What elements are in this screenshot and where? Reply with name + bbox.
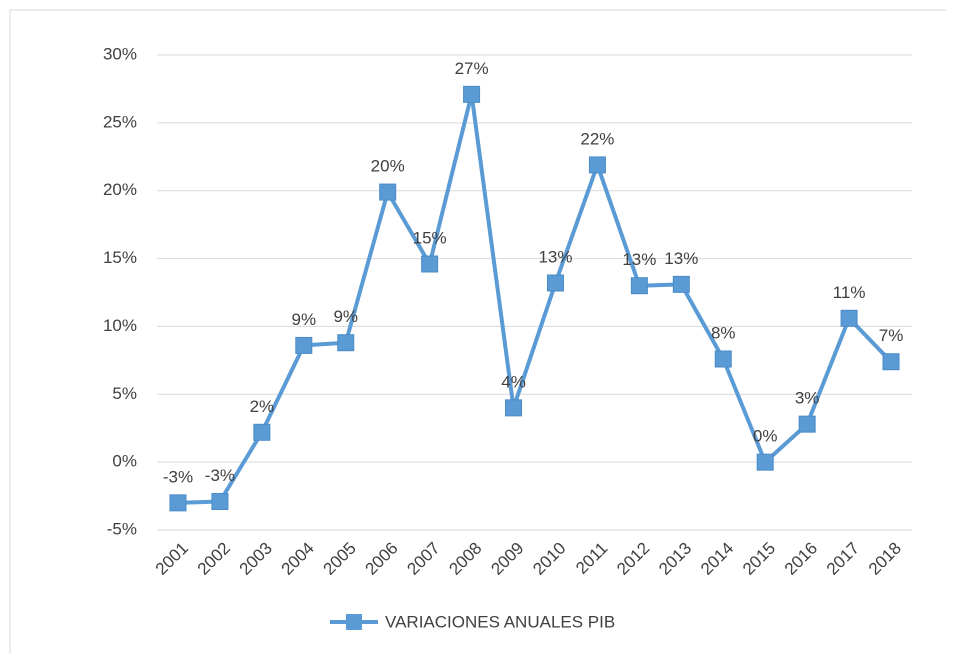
point-marker: [337, 334, 355, 352]
data-label: 27%: [455, 59, 489, 78]
y-tick-label: 30%: [103, 44, 137, 63]
y-tick-label: 0%: [112, 452, 137, 471]
y-tick-label: 15%: [103, 248, 137, 267]
data-label: 13%: [664, 249, 698, 268]
point-marker: [169, 494, 187, 512]
data-label: 8%: [711, 323, 736, 342]
point-marker: [295, 336, 313, 354]
data-label: 7%: [879, 326, 904, 345]
chart-frame: [9, 9, 946, 654]
data-label: -3%: [163, 467, 193, 486]
data-label: -3%: [205, 466, 235, 485]
data-label: 13%: [538, 247, 572, 266]
point-marker: [672, 275, 690, 293]
data-label: 9%: [292, 310, 317, 329]
point-marker: [546, 274, 564, 292]
point-marker: [379, 183, 397, 201]
data-label: 0%: [753, 427, 778, 446]
point-marker: [882, 353, 900, 371]
data-label: 11%: [833, 283, 866, 302]
point-marker: [421, 255, 439, 273]
y-tick-label: -5%: [107, 519, 137, 538]
y-tick-label: 20%: [103, 180, 137, 199]
data-label: 2%: [250, 397, 275, 416]
data-label: 3%: [795, 389, 820, 408]
point-marker: [463, 85, 481, 103]
point-marker: [505, 399, 523, 417]
data-label: 20%: [371, 157, 405, 176]
y-tick-label: 5%: [112, 384, 137, 403]
point-marker: [630, 277, 648, 295]
data-label: 22%: [580, 129, 614, 148]
y-tick-label: 10%: [103, 316, 137, 335]
point-marker: [756, 453, 774, 471]
y-tick-label: 25%: [103, 112, 137, 131]
legend-marker: [346, 614, 362, 630]
point-marker: [798, 415, 816, 433]
data-label: 13%: [622, 250, 656, 269]
point-marker: [588, 156, 606, 174]
point-marker: [211, 493, 229, 510]
point-marker: [253, 423, 271, 441]
legend-label: VARIACIONES ANUALES PIB: [385, 612, 615, 631]
point-marker: [714, 350, 732, 368]
data-label: 4%: [501, 372, 526, 391]
data-label: 15%: [413, 228, 447, 247]
point-marker: [840, 309, 858, 327]
data-label: 9%: [333, 307, 358, 326]
